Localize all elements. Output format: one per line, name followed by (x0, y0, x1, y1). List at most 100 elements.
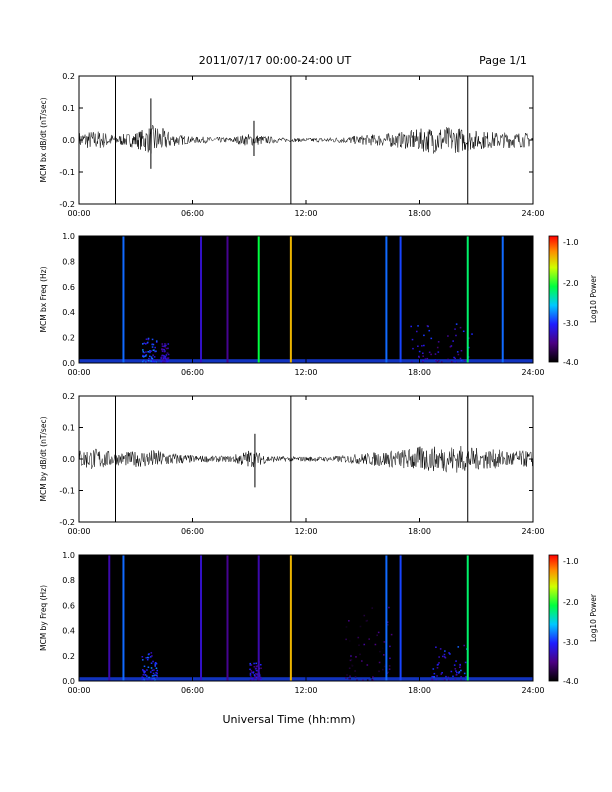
activity-pixel (164, 356, 166, 359)
activity-pixel (434, 353, 437, 355)
activity-pixel (449, 678, 451, 681)
activity-pixel (460, 669, 462, 672)
y-tick-label: 0.6 (62, 283, 75, 292)
activity-pixel (345, 626, 348, 628)
activity-pixel (143, 679, 146, 681)
activity-pixel (160, 356, 163, 359)
y-tick-label: 0.0 (62, 359, 75, 368)
activity-pixel (154, 664, 157, 666)
activity-pixel (371, 678, 373, 681)
activity-pixel (421, 345, 423, 347)
activity-pixel (435, 359, 437, 362)
activity-pixel (432, 668, 435, 670)
activity-pixel (163, 356, 165, 358)
activity-pixel (255, 673, 257, 675)
activity-pixel (145, 657, 147, 659)
activity-pixel (349, 659, 352, 662)
activity-pixel (255, 662, 258, 665)
activity-pixel (249, 679, 252, 681)
activity-pixel (349, 675, 351, 677)
activity-pixel (386, 621, 389, 623)
activity-pixel (249, 672, 252, 675)
activity-pixel (423, 344, 425, 347)
x-tick-label: 18:00 (408, 209, 431, 218)
activity-pixel (163, 348, 165, 351)
activity-pixel (255, 676, 258, 679)
activity-pixel (253, 666, 256, 668)
activity-pixel (457, 672, 460, 674)
activity-pixel (436, 667, 439, 669)
activity-pixel (426, 357, 429, 360)
activity-pixel (424, 358, 427, 360)
activity-pixel (370, 676, 373, 679)
activity-pixel (160, 360, 163, 363)
activity-pixel (453, 356, 455, 359)
activity-pixel (142, 355, 144, 358)
activity-pixel (143, 672, 146, 674)
activity-pixel (149, 351, 151, 354)
activity-pixel (459, 663, 461, 666)
y-tick-label: 0.1 (62, 104, 75, 113)
activity-pixel (255, 667, 257, 670)
activity-pixel (164, 359, 166, 361)
activity-pixel (443, 653, 446, 656)
y-tick-label: 0.8 (62, 576, 75, 585)
x-tick-label: 00:00 (67, 209, 90, 218)
activity-pixel (146, 658, 149, 661)
activity-pixel (348, 640, 351, 642)
activity-pixel (348, 667, 351, 670)
x-tick-label: 12:00 (294, 527, 317, 536)
activity-pixel (433, 672, 436, 675)
activity-pixel (155, 662, 158, 665)
activity-pixel (455, 670, 457, 672)
activity-pixel (161, 359, 164, 362)
spectral-line (385, 236, 388, 363)
activity-pixel (249, 668, 251, 671)
activity-pixel (253, 677, 256, 679)
activity-pixel (250, 664, 253, 666)
activity-pixel (348, 620, 350, 622)
y-axis-label: MCM by dB/dt (nT/sec) (39, 416, 48, 501)
activity-pixel (357, 636, 360, 639)
x-tick-label: 24:00 (521, 686, 544, 695)
activity-pixel (145, 338, 148, 340)
activity-pixel (253, 679, 255, 681)
activity-pixel (163, 350, 166, 353)
activity-pixel (371, 607, 374, 609)
spectral-line (200, 555, 203, 681)
activity-pixel (142, 349, 144, 351)
activity-pixel (383, 665, 386, 668)
y-tick-label: -0.1 (59, 168, 75, 177)
activity-pixel (440, 673, 443, 675)
activity-pixel (154, 674, 156, 676)
activity-pixel (150, 671, 152, 673)
activity-pixel (345, 638, 347, 641)
activity-pixel (152, 360, 155, 362)
activity-pixel (151, 655, 153, 657)
activity-pixel (141, 679, 144, 681)
spectral-line (257, 555, 260, 681)
activity-pixel (447, 679, 450, 681)
y-tick-label: -0.1 (59, 487, 75, 496)
activity-pixel (153, 678, 156, 680)
activity-pixel (255, 669, 258, 672)
activity-pixel (150, 360, 152, 362)
x-tick-label: 06:00 (181, 686, 204, 695)
activity-pixel (433, 676, 435, 678)
activity-pixel (374, 643, 377, 646)
activity-pixel (151, 346, 154, 348)
activity-pixel (350, 658, 353, 661)
activity-pixel (359, 625, 362, 628)
activity-pixel (250, 676, 252, 678)
activity-pixel (250, 679, 253, 681)
activity-pixel (150, 357, 153, 360)
activity-pixel (457, 353, 460, 356)
activity-pixel (346, 674, 348, 676)
activity-pixel (422, 355, 425, 357)
activity-pixel (459, 326, 462, 329)
activity-pixel (142, 678, 145, 680)
activity-pixel (454, 668, 457, 670)
activity-pixel (363, 643, 366, 646)
activity-pixel (148, 676, 150, 679)
